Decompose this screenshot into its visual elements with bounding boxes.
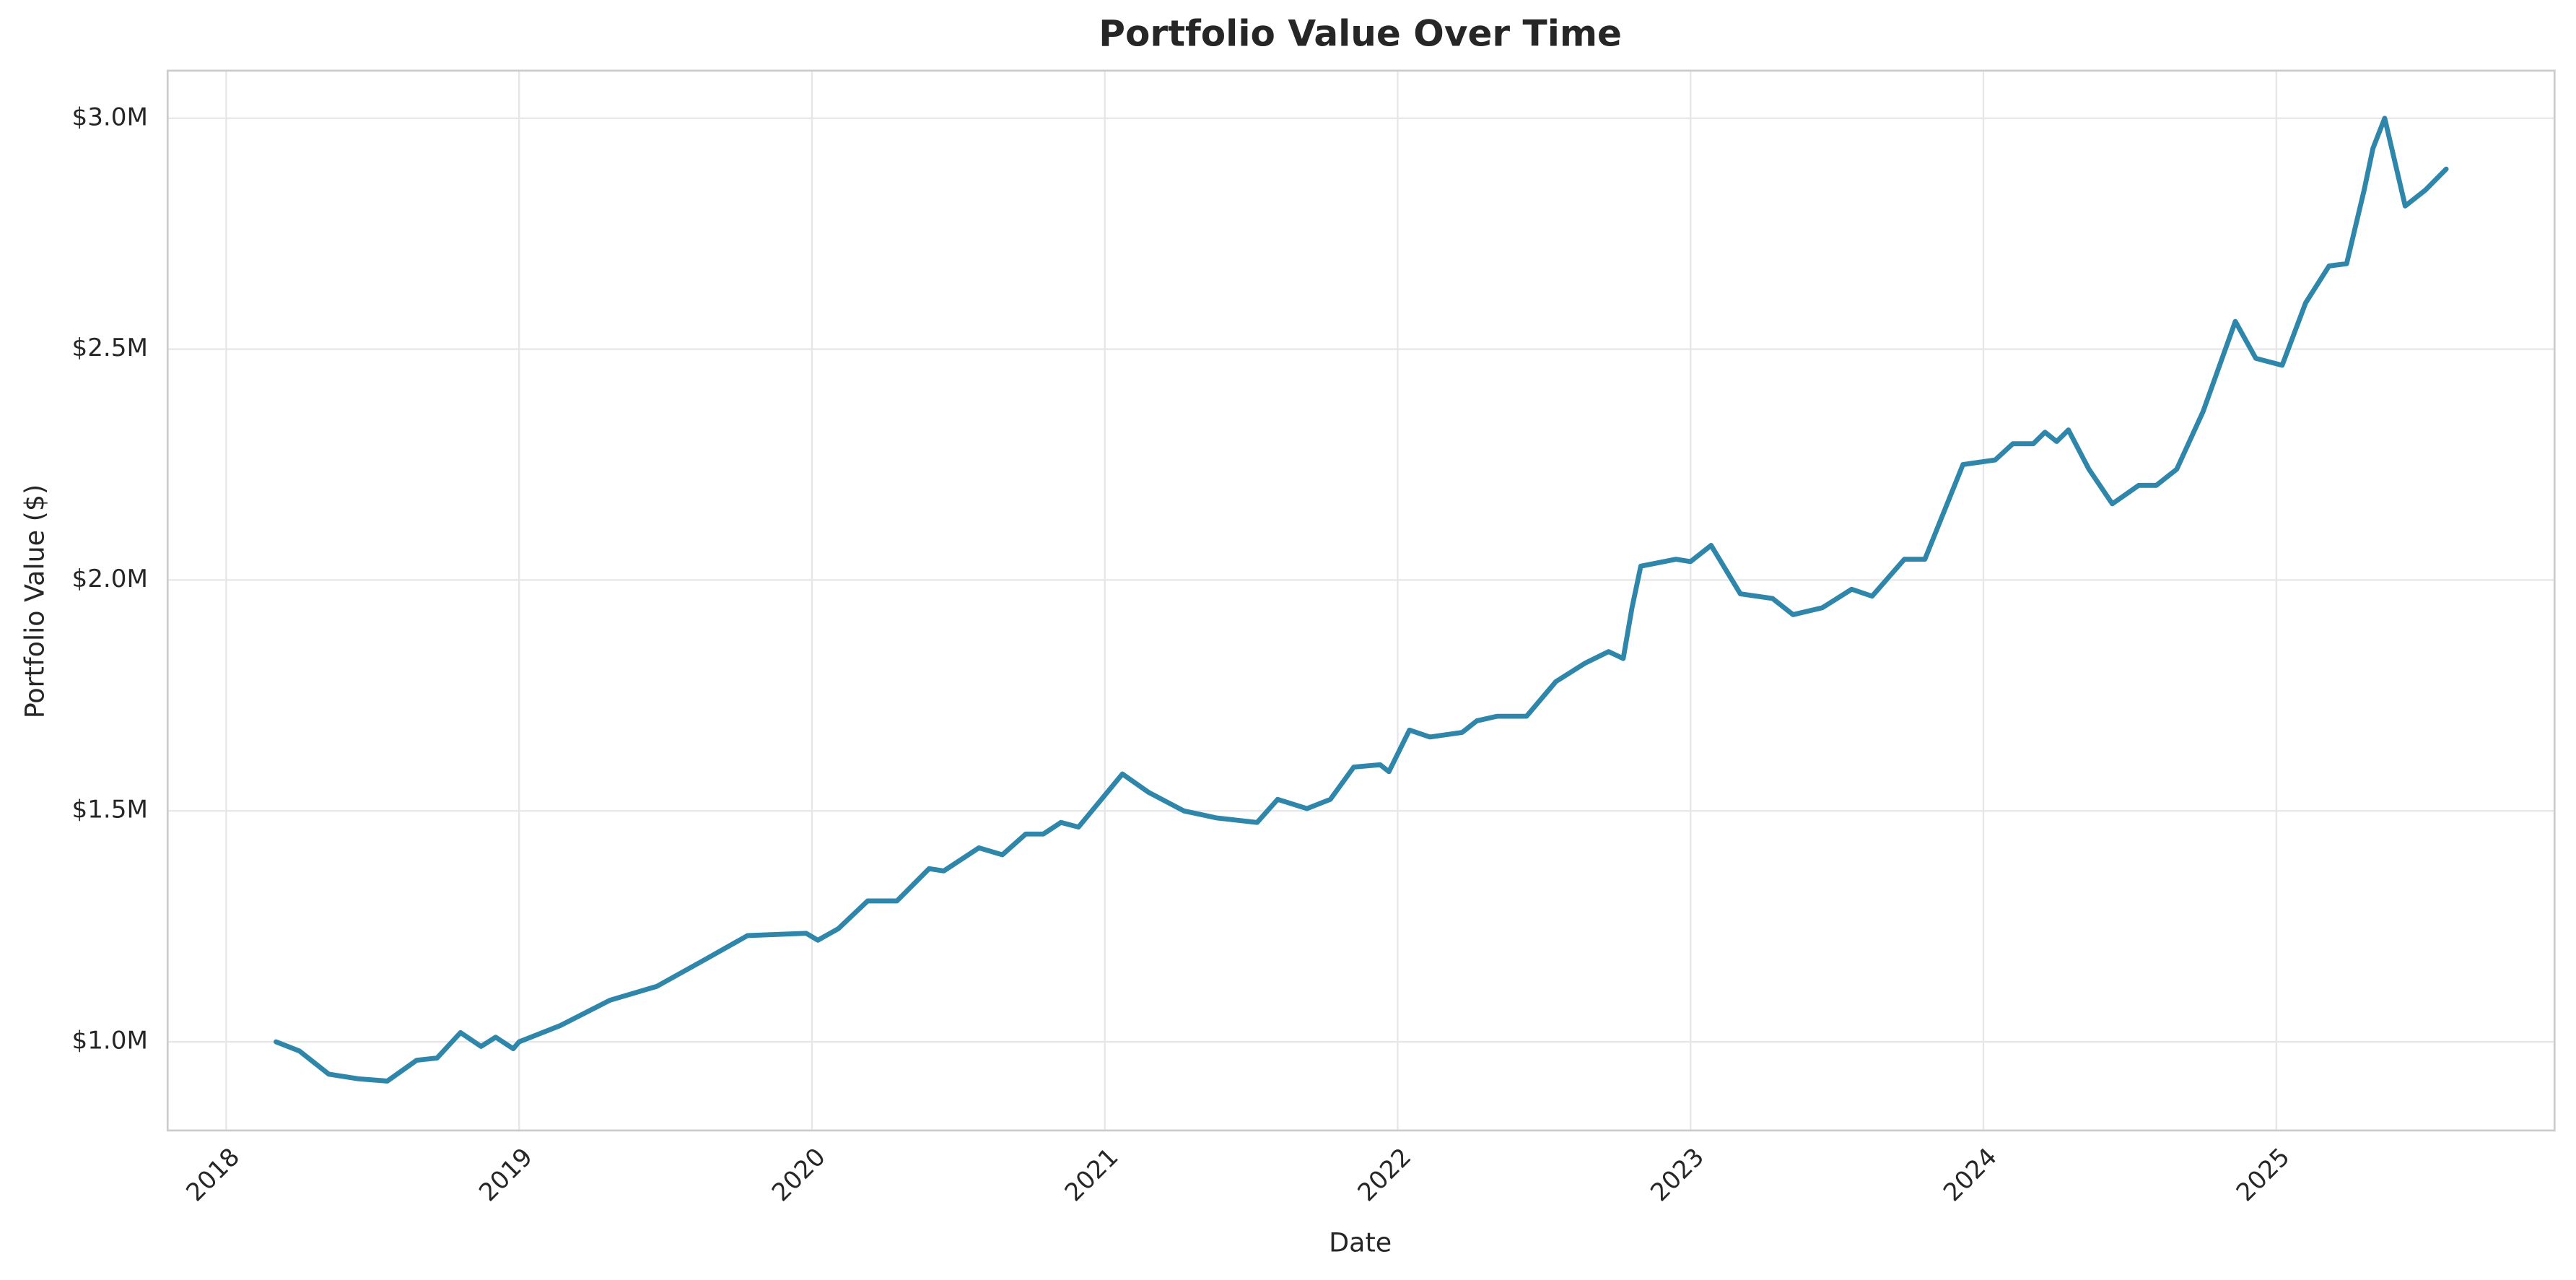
y-tick-label: $2.0M [72,565,148,593]
x-tick-label: 2022 [1353,1143,1418,1208]
x-tick-label: 2019 [473,1143,538,1208]
y-tick-label: $1.5M [72,796,148,824]
chart-title: Portfolio Value Over Time [1099,13,1622,55]
x-tick-label: 2023 [1645,1143,1710,1208]
x-tick-label: 2024 [1938,1143,2003,1208]
x-axis-label: Date [1329,1227,1392,1258]
y-axis-label: Portfolio Value ($) [19,484,51,718]
x-tick-label: 2020 [767,1143,831,1208]
data-line [273,116,2449,1084]
plot-frame [166,69,2556,1132]
x-tick-label: 2025 [2231,1143,2296,1208]
x-tick-label: 2018 [180,1143,245,1208]
x-tick-label: 2021 [1060,1143,1125,1208]
y-tick-label: $1.0M [72,1027,148,1055]
y-tick-label: $2.5M [72,334,148,362]
y-tick-label: $3.0M [72,103,148,131]
